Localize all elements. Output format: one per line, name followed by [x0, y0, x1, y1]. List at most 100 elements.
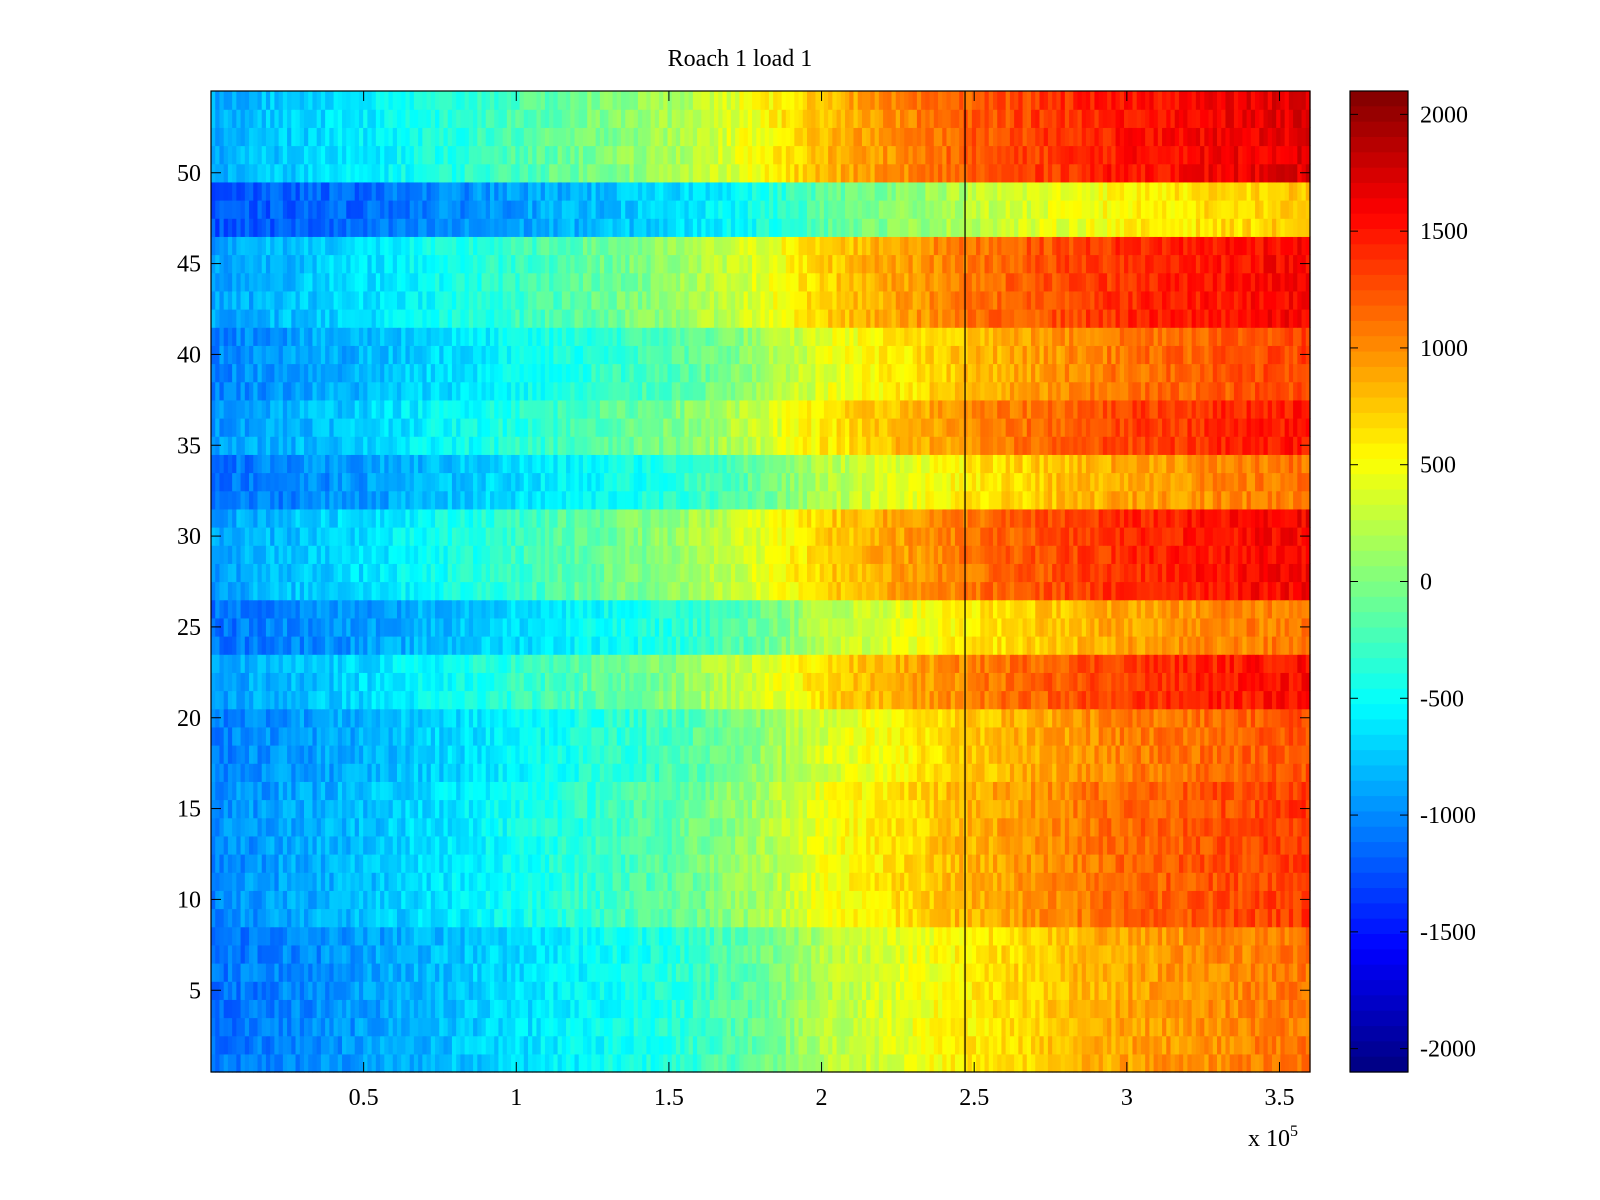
heatmap-cell: [270, 908, 276, 928]
heatmap-cell: [794, 799, 800, 819]
heatmap-cell: [287, 981, 292, 1000]
heatmap-cell: [950, 908, 956, 928]
heatmap-cell: [697, 944, 702, 964]
heatmap-cell: [1280, 872, 1286, 891]
heatmap-cell: [219, 963, 225, 982]
heatmap-cell: [1280, 835, 1286, 855]
heatmap-cell: [435, 1017, 440, 1037]
heatmap-cell: [1077, 890, 1083, 910]
heatmap-cell: [629, 1035, 635, 1055]
heatmap-cell: [599, 745, 605, 764]
heatmap-cell: [1077, 1035, 1083, 1055]
heatmap-cell: [811, 944, 817, 964]
heatmap-cell: [219, 1035, 225, 1055]
heatmap-cell: [963, 1035, 969, 1055]
heatmap-cell: [257, 981, 263, 1000]
heatmap-cell: [1242, 763, 1248, 782]
heatmap-cell: [536, 890, 542, 910]
heatmap-cell: [329, 1035, 335, 1055]
heatmap-cell: [1284, 908, 1290, 928]
heatmap-cell: [1242, 926, 1248, 946]
heatmap-cell: [367, 872, 373, 891]
heatmap-cell: [418, 963, 423, 982]
heatmap-cell: [828, 726, 833, 746]
heatmap-cell: [1039, 963, 1045, 982]
heatmap-cell: [1229, 726, 1235, 746]
heatmap-cell: [363, 799, 368, 819]
heatmap-cell: [709, 944, 715, 964]
heatmap-cell: [519, 1017, 525, 1037]
heatmap-cell: [333, 1035, 339, 1055]
heatmap-cell: [768, 726, 774, 746]
heatmap-cell: [1107, 763, 1112, 782]
heatmap-cell: [270, 1053, 276, 1073]
heatmap-cell: [498, 1053, 504, 1073]
heatmap-cell: [460, 781, 466, 801]
heatmap-cell: [887, 890, 893, 910]
heatmap-cell: [532, 1017, 538, 1037]
heatmap-cell: [1200, 1017, 1205, 1037]
heatmap-cell: [1157, 999, 1163, 1019]
heatmap-cell: [904, 1017, 910, 1037]
heatmap-cell: [878, 926, 884, 946]
heatmap-cell: [807, 817, 812, 837]
heatmap-cell: [1238, 745, 1243, 764]
heatmap-cell: [511, 1017, 516, 1037]
heatmap-cell: [418, 835, 423, 855]
heatmap-cell: [299, 1035, 305, 1055]
heatmap-cell: [1255, 781, 1260, 801]
heatmap-cell: [730, 1017, 736, 1037]
heatmap-cell: [350, 1035, 356, 1055]
heatmap-cell: [464, 835, 470, 855]
heatmap-cell: [874, 872, 880, 891]
heatmap-cell: [802, 745, 808, 764]
heatmap-cell: [777, 1017, 783, 1037]
heatmap-cell: [883, 726, 888, 746]
heatmap-cell: [1267, 944, 1273, 964]
heatmap-cell: [312, 872, 318, 891]
heatmap-cell: [773, 1035, 779, 1055]
heatmap-cell: [1255, 817, 1260, 837]
heatmap-cell: [498, 745, 504, 764]
heatmap-cell: [959, 1035, 964, 1055]
heatmap-cell: [1102, 781, 1108, 801]
heatmap-cell: [418, 890, 423, 910]
heatmap-cell: [308, 835, 314, 855]
heatmap-cell: [430, 1035, 436, 1055]
heatmap-cell: [1301, 908, 1307, 928]
heatmap-cell: [329, 1017, 335, 1037]
heatmap-cell: [358, 799, 364, 819]
heatmap-cell: [481, 1053, 487, 1073]
heatmap-cell: [701, 963, 707, 982]
heatmap-cell: [671, 799, 677, 819]
heatmap-cell: [608, 1035, 614, 1055]
heatmap-cell: [815, 872, 821, 891]
heatmap-cell: [895, 1053, 901, 1073]
heatmap-cell: [536, 817, 542, 837]
heatmap-cell: [1085, 745, 1091, 764]
heatmap-cell: [350, 981, 356, 1000]
heatmap-cell: [401, 1017, 407, 1037]
heatmap-cell: [1293, 763, 1298, 782]
heatmap-cell: [265, 944, 271, 964]
heatmap-cell: [519, 963, 525, 982]
heatmap-cell: [959, 944, 964, 964]
heatmap-cell: [223, 726, 229, 746]
heatmap-cell: [1284, 835, 1290, 855]
heatmap-cell: [714, 1053, 719, 1073]
heatmap-cell: [316, 999, 322, 1019]
heatmap-cell: [1022, 872, 1028, 891]
heatmap-cell: [1170, 799, 1176, 819]
heatmap-cell: [1170, 872, 1176, 891]
heatmap-cell: [743, 944, 749, 964]
heatmap-cell: [802, 781, 808, 801]
heatmap-cell: [697, 799, 702, 819]
heatmap-cell: [1026, 963, 1032, 982]
heatmap-cell: [1225, 981, 1231, 1000]
heatmap-cell: [223, 799, 229, 819]
heatmap-cell: [667, 944, 673, 964]
heatmap-cell: [308, 781, 314, 801]
heatmap-cell: [739, 908, 745, 928]
heatmap-cell: [929, 890, 935, 910]
heatmap-cell: [709, 835, 715, 855]
